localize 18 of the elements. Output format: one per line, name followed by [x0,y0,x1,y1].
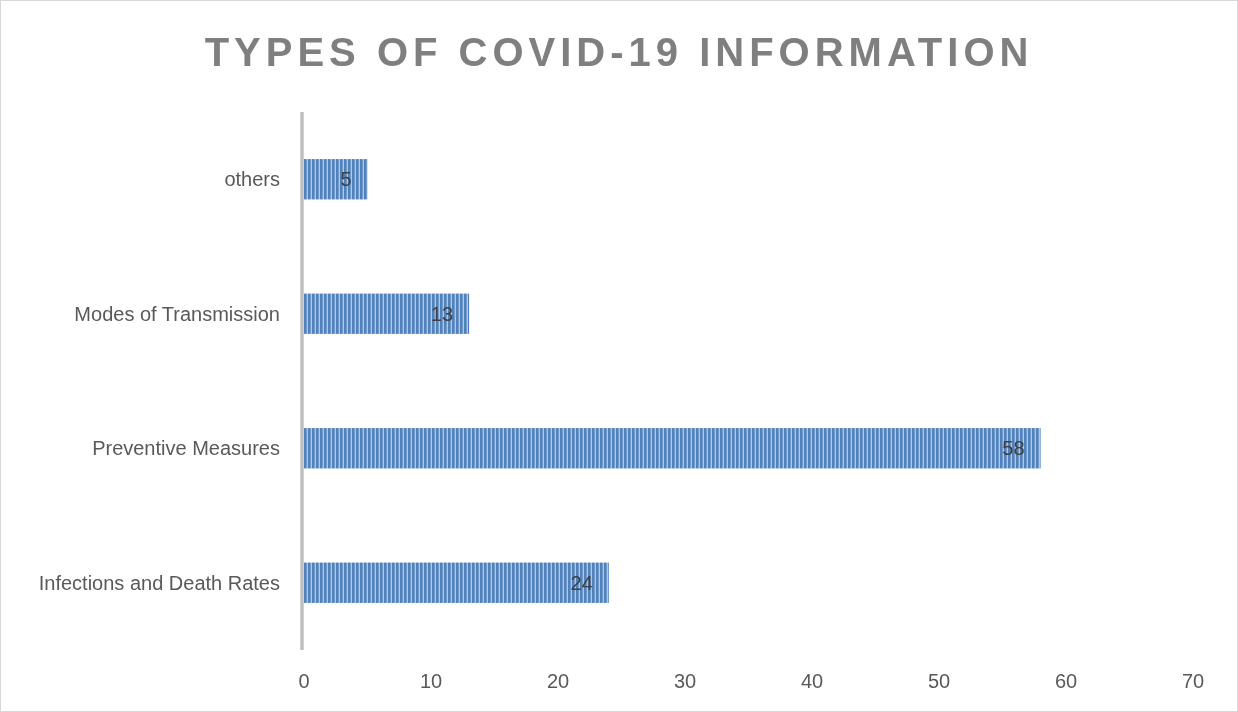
bar [304,562,609,603]
bar [304,293,470,334]
x-tick-label: 20 [546,670,570,692]
x-tick-label: 50 [927,670,951,692]
x-tick-label: 60 [1054,670,1078,692]
x-tick-label: 40 [800,670,824,692]
x-tick-label: 30 [673,670,697,692]
chart-title: TYPES OF COVID-19 INFORMATION [204,30,1034,74]
y-tick-label: Infections and Death Rates [38,571,280,594]
data-label: 58 [1002,437,1025,460]
y-tick-label: Modes of Transmission [74,302,280,325]
bar [304,159,368,200]
x-tick-label: 0 [298,670,310,692]
x-tick-label: 70 [1181,670,1205,692]
x-tick-label: 10 [419,670,443,692]
bar [304,428,1041,469]
y-tick-label: Preventive Measures [92,437,280,460]
y-tick-label: others [224,168,280,191]
